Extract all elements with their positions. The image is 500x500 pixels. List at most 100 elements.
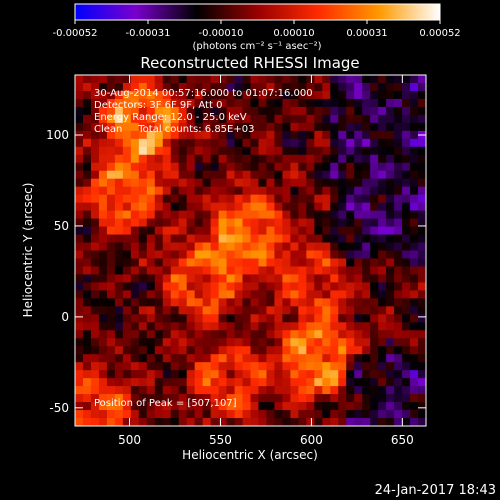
heatmap-pixel [306,242,315,251]
heatmap-pixel [234,418,243,427]
heatmap-pixel [274,234,283,243]
heatmap-pixel [170,282,180,291]
heatmap-pixel [202,250,212,259]
heatmap-pixel [266,346,275,355]
heatmap-pixel [130,138,140,148]
heatmap-pixel [218,306,227,315]
heatmap-pixel [98,170,108,180]
heatmap-pixel [362,114,371,124]
heatmap-pixel [314,130,323,140]
heatmap-pixel [178,346,188,355]
heatmap-pixel [402,354,411,363]
heatmap-pixel [210,346,219,355]
heatmap-pixel [314,362,323,371]
heatmap-pixel [290,378,299,387]
heatmap-pixel [354,242,363,251]
heatmap-pixel [370,146,379,156]
heatmap-pixel [386,330,395,339]
heatmap-pixel [314,122,323,132]
heatmap-pixel [170,370,180,379]
heatmap-pixel [394,346,403,355]
heatmap-pixel [114,402,124,411]
heatmap-pixel [282,122,291,132]
heatmap-pixel [98,162,108,172]
heatmap-pixel [298,266,307,275]
heatmap-pixel [218,106,227,116]
heatmap-pixel [402,378,411,387]
heatmap-pixel [418,210,427,219]
heatmap-pixel [282,98,291,108]
heatmap-pixel [386,410,395,419]
heatmap-pixel [258,306,267,315]
heatmap-pixel [194,122,204,132]
heatmap-pixel [98,75,108,84]
heatmap-pixel [194,218,204,227]
heatmap-pixel [170,202,180,212]
heatmap-pixel [114,378,124,387]
heatmap-pixel [410,314,419,323]
heatmap-pixel [226,378,235,387]
heatmap-pixel [210,370,219,379]
heatmap-pixel [202,154,212,164]
heatmap-pixel [114,306,124,315]
heatmap-pixel [282,154,291,164]
heatmap-pixel [138,106,148,116]
heatmap-pixel [82,218,92,227]
heatmap-pixel [138,114,148,124]
heatmap-pixel [122,130,132,140]
heatmap-pixel [418,410,427,419]
heatmap-pixel [178,362,188,371]
heatmap-pixel [418,362,427,371]
heatmap-pixel [330,170,339,180]
heatmap-pixel [258,170,267,180]
heatmap-pixel [250,394,259,403]
heatmap-pixel [130,194,140,204]
heatmap-pixel [170,154,180,164]
heatmap-pixel [346,410,355,419]
heatmap-pixel [170,410,180,419]
heatmap-pixel [282,386,291,395]
heatmap-pixel [378,266,387,275]
heatmap-pixel [282,250,291,259]
heatmap-pixel [194,394,204,403]
heatmap-pixel [98,218,108,227]
heatmap-pixel [90,314,100,323]
heatmap-pixel [306,378,315,387]
heatmap-pixel [298,114,307,124]
heatmap-pixel [258,122,267,132]
heatmap-pixel [170,362,180,371]
heatmap-pixel [82,178,92,188]
heatmap-pixel [130,234,140,243]
heatmap-pixel [266,330,275,339]
heatmap-pixel [138,170,148,180]
heatmap-pixel [338,338,347,347]
heatmap-pixel [114,394,124,403]
heatmap-pixel [330,122,339,132]
heatmap-pixel [370,202,379,212]
heatmap-pixel [75,410,84,419]
heatmap-pixel [178,210,188,219]
heatmap-pixel [378,258,387,267]
heatmap-pixel [322,234,331,243]
heatmap-pixel [346,186,355,196]
heatmap-pixel [322,130,331,140]
heatmap-pixel [226,402,235,411]
heatmap-pixel [210,418,219,427]
heatmap-pixel [114,186,124,196]
heatmap-pixel [186,178,196,188]
heatmap-pixel [90,330,100,339]
heatmap-pixel [106,218,116,227]
heatmap-pixel [194,298,204,307]
heatmap-pixel [122,194,132,204]
heatmap-pixel [202,75,212,84]
heatmap-pixel [330,154,339,164]
heatmap-pixel [90,394,100,403]
heatmap-pixel [122,114,132,124]
heatmap-pixel [75,282,84,291]
heatmap-pixel [322,98,331,108]
heatmap-pixel [130,250,140,259]
heatmap-pixel [138,154,148,164]
heatmap-pixel [362,266,371,275]
heatmap-pixel [114,258,124,267]
heatmap-pixel [162,258,172,267]
